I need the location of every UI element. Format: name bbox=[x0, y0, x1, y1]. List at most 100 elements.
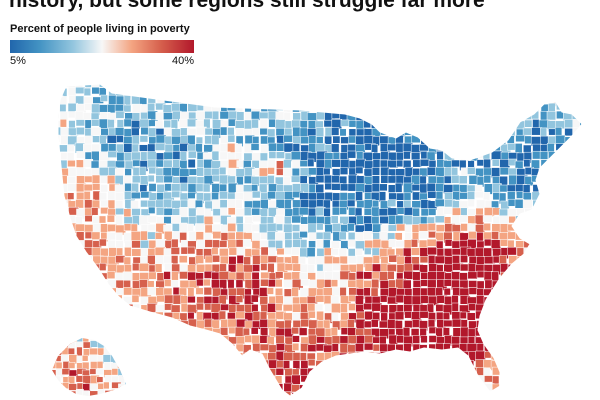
county-cell bbox=[476, 144, 487, 156]
county-cell bbox=[515, 311, 526, 322]
county-cell bbox=[60, 303, 71, 315]
county-cell bbox=[546, 174, 556, 183]
county-cell bbox=[219, 240, 228, 248]
county-cell bbox=[532, 238, 540, 248]
county-cell bbox=[163, 84, 174, 88]
county-cell bbox=[506, 87, 515, 97]
county-cell bbox=[235, 199, 243, 210]
county-cell bbox=[563, 191, 573, 201]
legend-min-label: 5% bbox=[10, 55, 26, 67]
county-cell bbox=[179, 84, 189, 87]
county-cell bbox=[259, 367, 269, 376]
county-cell bbox=[354, 343, 364, 352]
county-cell bbox=[580, 335, 582, 347]
county-cell bbox=[580, 295, 582, 305]
county-cell bbox=[147, 84, 160, 89]
county-cell bbox=[118, 338, 126, 344]
county-cell bbox=[579, 384, 582, 394]
county-cell bbox=[554, 176, 564, 188]
county-cell bbox=[75, 199, 84, 209]
county-cell bbox=[547, 368, 556, 379]
county-cell bbox=[259, 239, 269, 249]
county-cell bbox=[68, 296, 79, 308]
county-cell bbox=[58, 168, 62, 180]
county-cell bbox=[507, 336, 515, 346]
county-cell bbox=[236, 84, 244, 90]
county-cell bbox=[219, 352, 232, 362]
county-cell bbox=[58, 248, 62, 258]
county-cell bbox=[123, 287, 133, 296]
county-cell bbox=[179, 182, 188, 192]
legend-ticks: 5% 40% bbox=[10, 55, 196, 68]
county-cell bbox=[532, 279, 544, 288]
county-cell bbox=[163, 87, 171, 98]
county-cell bbox=[589, 273, 598, 282]
county-cell bbox=[90, 112, 100, 120]
county-cell bbox=[395, 88, 405, 99]
county-cell bbox=[572, 367, 580, 377]
county-cell bbox=[507, 383, 515, 395]
county-cell bbox=[444, 383, 454, 394]
county-cell bbox=[539, 280, 548, 292]
county-cell bbox=[507, 264, 517, 273]
county-cell bbox=[172, 343, 180, 354]
county-cell bbox=[442, 88, 455, 97]
county-cell bbox=[579, 246, 582, 256]
county-cell bbox=[54, 389, 64, 396]
county-cell bbox=[243, 382, 252, 392]
county-cell bbox=[515, 392, 524, 396]
county-cell bbox=[58, 254, 62, 263]
county-cell bbox=[555, 84, 565, 88]
county-cell bbox=[539, 367, 547, 376]
county-cell bbox=[211, 110, 220, 121]
county-cell bbox=[483, 128, 491, 140]
county-cell bbox=[315, 383, 323, 394]
county-cell bbox=[572, 311, 582, 321]
county-cell bbox=[100, 287, 110, 295]
county-cell bbox=[291, 175, 302, 183]
county-cell bbox=[76, 287, 85, 297]
county-cell bbox=[219, 263, 227, 272]
county-cell bbox=[396, 207, 405, 215]
county-cell bbox=[459, 359, 467, 369]
county-cell bbox=[52, 360, 58, 369]
county-cell bbox=[227, 391, 239, 396]
county-cell bbox=[563, 303, 575, 315]
county-cell bbox=[140, 391, 151, 396]
county-cell bbox=[540, 159, 551, 170]
county-cell bbox=[444, 119, 452, 128]
county-cell bbox=[547, 350, 557, 362]
county-cell bbox=[563, 143, 574, 154]
county-cell bbox=[204, 208, 212, 218]
county-cell bbox=[476, 88, 485, 96]
county-cell bbox=[580, 111, 582, 122]
county-cell bbox=[306, 112, 318, 121]
county-cell bbox=[58, 263, 62, 272]
county-cell bbox=[554, 198, 567, 208]
county-cell bbox=[572, 176, 582, 188]
county-cell bbox=[331, 376, 342, 385]
county-cell bbox=[220, 368, 232, 377]
county-cell bbox=[107, 143, 117, 153]
county-cell bbox=[402, 86, 411, 97]
county-cell bbox=[580, 255, 582, 265]
county-cell bbox=[388, 88, 396, 99]
county-cell bbox=[114, 192, 124, 201]
county-cell bbox=[451, 159, 461, 168]
county-cell bbox=[115, 351, 126, 362]
county-cell bbox=[172, 312, 181, 320]
county-cell bbox=[139, 343, 151, 355]
county-cell bbox=[218, 166, 227, 175]
county-cell bbox=[155, 359, 167, 370]
county-cell bbox=[188, 351, 196, 362]
county-cell bbox=[427, 375, 437, 384]
county-cell bbox=[59, 255, 71, 263]
county-cell bbox=[476, 231, 484, 242]
county-cell bbox=[147, 174, 155, 183]
county-cell bbox=[364, 111, 376, 121]
county-cell bbox=[67, 320, 79, 330]
county-cell bbox=[443, 126, 453, 137]
county-cell bbox=[300, 136, 310, 145]
county-cell bbox=[403, 375, 413, 386]
county-cell bbox=[587, 105, 594, 116]
